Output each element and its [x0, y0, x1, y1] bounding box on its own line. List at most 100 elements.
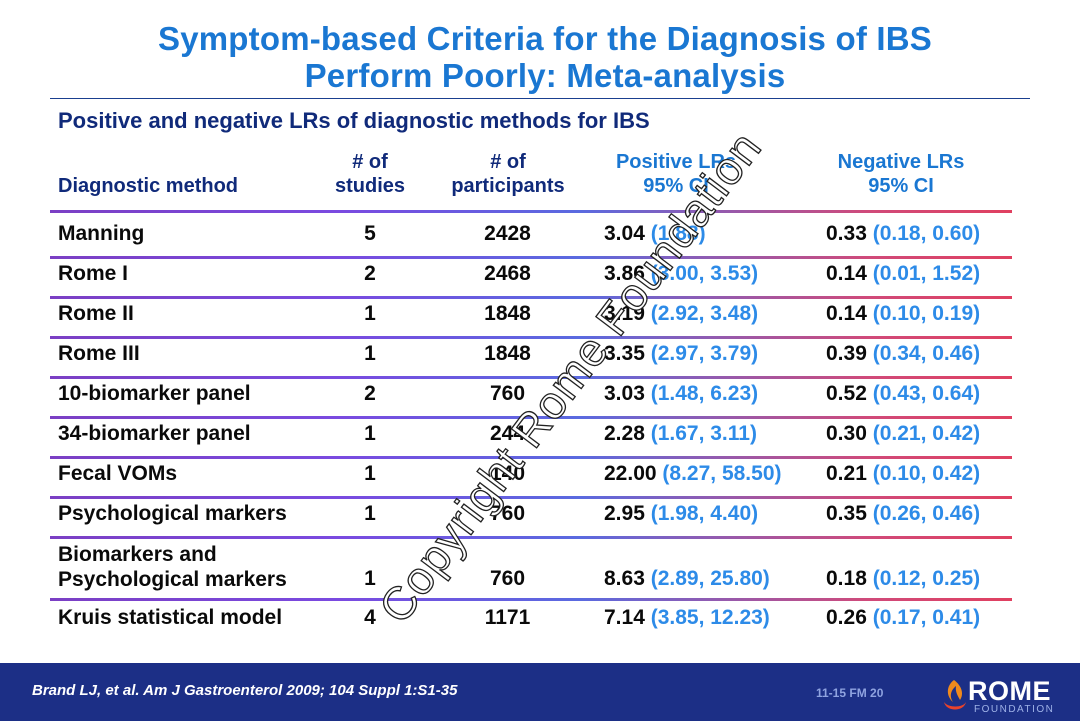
- rome-foundation-logo-icon: [944, 680, 966, 710]
- header-positive-line-1: Positive LRs: [615, 151, 737, 173]
- row-divider: [50, 336, 1012, 339]
- header-positive-lrs: Positive LRs 95% CI: [596, 150, 756, 198]
- row-divider: [50, 376, 1012, 379]
- cell-studies: 1: [364, 502, 376, 525]
- positive-value: 7.14: [604, 606, 645, 629]
- table-row: Biomarkers and Psychological markers 1 7…: [0, 542, 1080, 598]
- positive-ci: (3.00, 3.53): [650, 262, 759, 285]
- negative-value: 0.18: [826, 567, 867, 590]
- cell-participants: 2468: [484, 262, 531, 285]
- cell-method: Kruis statistical model: [58, 606, 283, 629]
- cell-negative-lr: 0.52 (0.43, 0.64): [826, 382, 980, 406]
- cell-participants: 244: [489, 422, 526, 445]
- header-diagnostic-method: Diagnostic method: [58, 175, 239, 197]
- row-divider: [50, 536, 1012, 539]
- cell-method: Fecal VOMs: [58, 462, 178, 485]
- cell-participants: 760: [489, 502, 526, 525]
- cell-method-line-1: Biomarkers and: [58, 543, 217, 566]
- row-divider: [50, 496, 1012, 499]
- cell-positive-lr: 2.28 (1.67, 3.11): [604, 422, 757, 446]
- slide-title: Symptom-based Criteria for the Diagnosis…: [0, 20, 1080, 94]
- cell-studies: 2: [364, 382, 376, 405]
- table-row: Rome I 2 2468 3.86 (3.00, 3.53) 0.14 (0.…: [0, 262, 1080, 302]
- negative-ci: (0.10, 0.42): [872, 462, 981, 485]
- header-studies-line-1: # of: [352, 151, 388, 173]
- cell-negative-lr: 0.35 (0.26, 0.46): [826, 502, 980, 526]
- row-divider: [50, 256, 1012, 259]
- cell-positive-lr: 22.00 (8.27, 58.50): [604, 462, 782, 486]
- negative-ci: (0.12, 0.25): [872, 567, 981, 590]
- cell-participants: 140: [489, 462, 526, 485]
- negative-value: 0.21: [826, 462, 867, 485]
- cell-studies: 1: [364, 342, 376, 365]
- cell-method: Manning: [58, 222, 145, 245]
- slide-title-line-2: Perform Poorly: Meta-analysis: [304, 57, 786, 94]
- cell-studies: 1: [364, 302, 376, 325]
- cell-positive-lr: 3.03 (1.48, 6.23): [604, 382, 758, 406]
- header-negative-line-2: 95% CI: [868, 175, 934, 197]
- positive-ci: (2.92, 3.48): [650, 302, 759, 325]
- cell-participants: 1848: [484, 342, 531, 365]
- positive-value: 3.86: [604, 262, 645, 285]
- table-row: Rome III 1 1848 3.35 (2.97, 3.79) 0.39 (…: [0, 342, 1080, 382]
- row-divider: [50, 598, 1012, 601]
- positive-value: 3.04: [604, 222, 645, 245]
- cell-negative-lr: 0.33 (0.18, 0.60): [826, 222, 980, 246]
- positive-value: 3.03: [604, 382, 645, 405]
- cell-studies: 1: [364, 462, 376, 485]
- table-row: Manning 5 2428 3.04 (1.88) 0.33 (0.18, 0…: [0, 222, 1080, 262]
- negative-value: 0.35: [826, 502, 867, 525]
- cell-method-line-2: Psychological markers: [58, 568, 287, 591]
- cell-participants: 1171: [484, 606, 531, 629]
- positive-ci: (2.89, 25.80): [650, 567, 770, 590]
- negative-ci: (0.43, 0.64): [872, 382, 981, 405]
- header-studies: # of studies: [320, 150, 420, 198]
- negative-ci: (0.17, 0.41): [872, 606, 981, 629]
- cell-studies: 5: [364, 222, 376, 245]
- row-divider: [50, 416, 1012, 419]
- positive-value: 2.28: [604, 422, 645, 445]
- negative-ci: (0.26, 0.46): [872, 502, 981, 525]
- cell-method: Biomarkers and Psychological markers: [58, 542, 287, 592]
- cell-participants: 760: [489, 567, 526, 590]
- negative-ci: (0.21, 0.42): [872, 422, 981, 445]
- header-participants: # of participants: [436, 150, 580, 198]
- cell-method: Rome II: [58, 302, 134, 325]
- negative-value: 0.52: [826, 382, 867, 405]
- table-caption: Positive and negative LRs of diagnostic …: [58, 108, 650, 133]
- positive-value: 3.19: [604, 302, 645, 325]
- negative-ci: (0.18, 0.60): [872, 222, 981, 245]
- cell-studies: 4: [364, 606, 376, 629]
- slide-title-line-1: Symptom-based Criteria for the Diagnosis…: [157, 20, 933, 57]
- table-row: Kruis statistical model 4 1171 7.14 (3.8…: [0, 606, 1080, 646]
- cell-positive-lr: 3.35 (2.97, 3.79): [604, 342, 758, 366]
- positive-ci: (1.88): [650, 222, 706, 245]
- logo-wordmark: ROME: [968, 676, 1051, 706]
- cell-negative-lr: 0.39 (0.34, 0.46): [826, 342, 980, 366]
- cell-negative-lr: 0.21 (0.10, 0.42): [826, 462, 980, 486]
- negative-value: 0.30: [826, 422, 867, 445]
- cell-negative-lr: 0.14 (0.10, 0.19): [826, 302, 980, 326]
- cell-positive-lr: 3.86 (3.00, 3.53): [604, 262, 758, 286]
- negative-value: 0.39: [826, 342, 867, 365]
- cell-negative-lr: 0.26 (0.17, 0.41): [826, 606, 980, 630]
- cell-method: 10-biomarker panel: [58, 382, 251, 405]
- negative-ci: (0.01, 1.52): [872, 262, 981, 285]
- header-participants-line-2: participants: [451, 175, 565, 197]
- negative-value: 0.14: [826, 302, 867, 325]
- cell-participants: 1848: [484, 302, 531, 325]
- negative-value: 0.33: [826, 222, 867, 245]
- cell-method: Rome III: [58, 342, 140, 365]
- citation: Brand LJ, et al. Am J Gastroenterol 2009…: [32, 682, 458, 699]
- row-divider: [50, 456, 1012, 459]
- negative-value: 0.26: [826, 606, 867, 629]
- cell-method: Psychological markers: [58, 502, 287, 525]
- cell-studies: 1: [364, 567, 376, 590]
- positive-ci: (1.67, 3.11): [650, 422, 757, 445]
- logo-subtitle: FOUNDATION: [974, 704, 1055, 715]
- positive-ci: (1.98, 4.40): [650, 502, 759, 525]
- positive-value: 2.95: [604, 502, 645, 525]
- header-participants-line-1: # of: [490, 151, 526, 173]
- row-divider: [50, 210, 1012, 213]
- cell-method: Rome I: [58, 262, 129, 285]
